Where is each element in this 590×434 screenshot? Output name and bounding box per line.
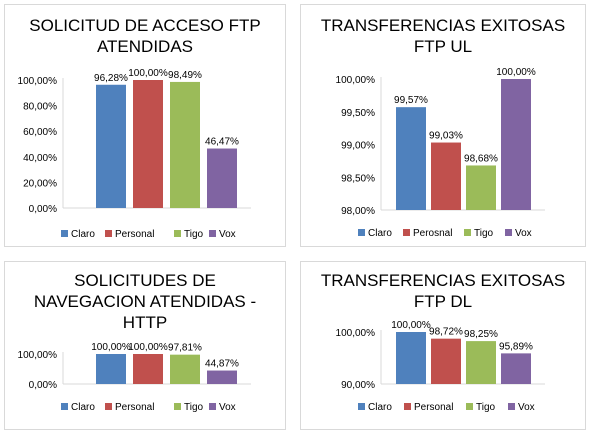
- legend-label: Claro: [71, 402, 95, 413]
- bar-personal: [133, 80, 163, 208]
- data-label: 96,28%: [94, 73, 128, 84]
- legend-swatch: [404, 403, 411, 410]
- y-tick-label: 90,00%: [341, 380, 375, 391]
- y-tick-label: 40,00%: [23, 153, 57, 164]
- legend-label: Vox: [219, 229, 236, 240]
- legend-label: Perosnal: [413, 228, 452, 239]
- data-label: 99,57%: [394, 95, 428, 106]
- legend-label: Tigo: [184, 402, 204, 413]
- bar-claro: [396, 107, 426, 210]
- legend-label: Vox: [219, 402, 236, 413]
- y-tick-label: 100,00%: [18, 350, 58, 361]
- bar-vox: [501, 79, 531, 210]
- legend-swatch: [464, 229, 471, 236]
- legend-swatch: [403, 229, 410, 236]
- legend-swatch: [508, 403, 515, 410]
- legend-label: Vox: [515, 228, 532, 239]
- y-tick-label: 100,00%: [336, 75, 376, 86]
- legend-swatch: [105, 403, 112, 410]
- legend-swatch: [505, 229, 512, 236]
- data-label: 46,47%: [205, 137, 239, 148]
- legend-label: Tigo: [474, 228, 494, 239]
- legend-swatch: [174, 230, 181, 237]
- legend-swatch: [174, 403, 181, 410]
- legend-label: Personal: [414, 402, 453, 413]
- chart-title: SOLICITUD DE ACCESO FTP ATENDIDAS: [29, 16, 261, 56]
- legend-label: Claro: [368, 402, 392, 413]
- data-label: 98,25%: [464, 329, 498, 340]
- chart-svg-http: 0,00%100,00%100,00%100,00% 97,81%44,87%Cl…: [18, 342, 251, 413]
- data-label: 95,89%: [499, 341, 533, 352]
- data-label: 98,72%: [429, 327, 463, 338]
- chart-title: SOLICITUDES DE NAVEGACION ATENDIDAS - HT…: [33, 271, 257, 332]
- legend-label: Claro: [368, 228, 392, 239]
- y-tick-label: 20,00%: [23, 178, 57, 189]
- chart-svg-ftp-access: 0,00%20,00%40,00%60,00%80,00%100,00% 96,2…: [18, 68, 251, 240]
- data-label: 100,00%: [496, 67, 536, 78]
- data-label: 44,87%: [205, 359, 239, 370]
- bar-tigo: [466, 165, 496, 210]
- bar-perosnal: [431, 142, 461, 210]
- data-label: 100,00%: [391, 320, 431, 331]
- bar-vox: [207, 148, 237, 208]
- bar-vox: [501, 353, 531, 384]
- y-tick-label: 100,00%: [336, 328, 376, 339]
- bar-tigo: [170, 81, 200, 208]
- y-tick-label: 80,00%: [23, 102, 57, 113]
- legend-swatch: [105, 230, 112, 237]
- data-label: 98,49%: [168, 70, 202, 81]
- legend-swatch: [466, 403, 473, 410]
- data-label: 97,81%: [168, 343, 202, 354]
- legend-swatch: [209, 230, 216, 237]
- bar-personal: [133, 354, 163, 384]
- data-label: 100,00%: [128, 68, 168, 79]
- chart-svg-ftp-ul: 98,00% 98,50% 99,00% 99,50% 100,00% 99,57% 99,…: [336, 67, 545, 239]
- bar-tigo: [466, 341, 496, 384]
- y-tick-label: 0,00%: [29, 204, 57, 215]
- legend-swatch: [358, 403, 365, 410]
- bar-personal: [431, 338, 461, 384]
- chart-panel-ftp-ul: TRANSFERENCIAS EXITOSAS FTP UL 98,00% 98,…: [300, 4, 586, 247]
- bar-claro: [396, 332, 426, 384]
- legend-label: Claro: [71, 229, 95, 240]
- legend-swatch: [358, 229, 365, 236]
- chart-panel-ftp-dl: TRANSFERENCIAS EXITOSAS FTP DL 90,00% 100…: [300, 261, 586, 430]
- chart-title: TRANSFERENCIAS EXITOSAS FTP UL: [320, 16, 566, 56]
- data-label: 98,68%: [464, 153, 498, 164]
- legend-label: Tigo: [476, 402, 496, 413]
- bar-vox: [207, 370, 237, 384]
- legend-label: Personal: [115, 229, 154, 240]
- bar-claro: [96, 354, 126, 384]
- chart-title: TRANSFERENCIAS EXITOSAS FTP DL: [320, 271, 566, 311]
- bar-tigo: [170, 354, 200, 384]
- y-tick-label: 100,00%: [18, 76, 58, 87]
- y-tick-label: 60,00%: [23, 127, 57, 138]
- chart-svg-ftp-dl: 90,00%100,00%100,00%98,72% 98,25%95,89%Cl…: [336, 320, 545, 413]
- legend-label: Personal: [115, 402, 154, 413]
- bar-claro: [96, 84, 126, 208]
- y-tick-label: 98,00%: [341, 206, 375, 217]
- chart-panel-http: SOLICITUDES DE NAVEGACION ATENDIDAS - HT…: [4, 261, 286, 430]
- y-tick-label: 0,00%: [29, 380, 57, 391]
- data-label: 100,00%: [128, 342, 168, 353]
- y-tick-label: 99,50%: [341, 108, 375, 119]
- data-label: 100,00%: [91, 342, 131, 353]
- legend-swatch: [61, 230, 68, 237]
- y-tick-label: 98,50%: [341, 173, 375, 184]
- legend-label: Tigo: [184, 229, 204, 240]
- data-label: 99,03%: [429, 131, 463, 142]
- legend-swatch: [209, 403, 216, 410]
- legend-swatch: [61, 403, 68, 410]
- legend-label: Vox: [518, 402, 535, 413]
- y-tick-label: 99,00%: [341, 141, 375, 152]
- chart-panel-ftp-access: SOLICITUD DE ACCESO FTP ATENDIDAS 0,00% 2…: [4, 4, 286, 247]
